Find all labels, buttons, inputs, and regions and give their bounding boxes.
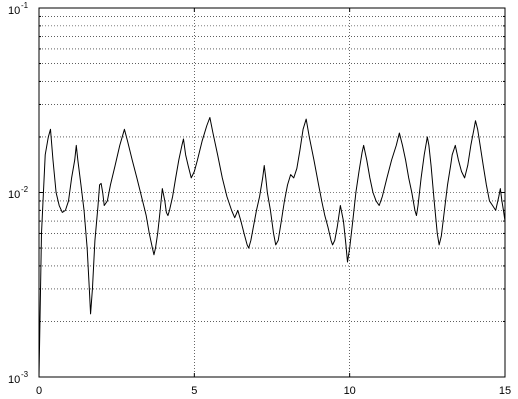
- series-layer: [38, 116, 506, 378]
- svg-text:10: 10: [8, 5, 20, 17]
- x-tick-label: 0: [36, 385, 42, 397]
- y-tick-label: 10 -1: [8, 1, 29, 17]
- x-tick-label: 10: [344, 385, 356, 397]
- y-tick-label: 10 -2: [8, 185, 29, 201]
- svg-text:-3: -3: [21, 370, 29, 379]
- x-tick-label: 15: [499, 385, 511, 397]
- x-tick-label: 5: [191, 385, 197, 397]
- svg-text:-2: -2: [21, 185, 29, 194]
- svg-text:10: 10: [8, 374, 20, 386]
- svg-text:-1: -1: [21, 1, 29, 10]
- series-line: [38, 116, 506, 378]
- tick-marks: [38, 8, 506, 378]
- svg-text:10: 10: [8, 189, 20, 201]
- y-tick-label: 10 -3: [8, 370, 29, 386]
- plot-background: [39, 8, 505, 377]
